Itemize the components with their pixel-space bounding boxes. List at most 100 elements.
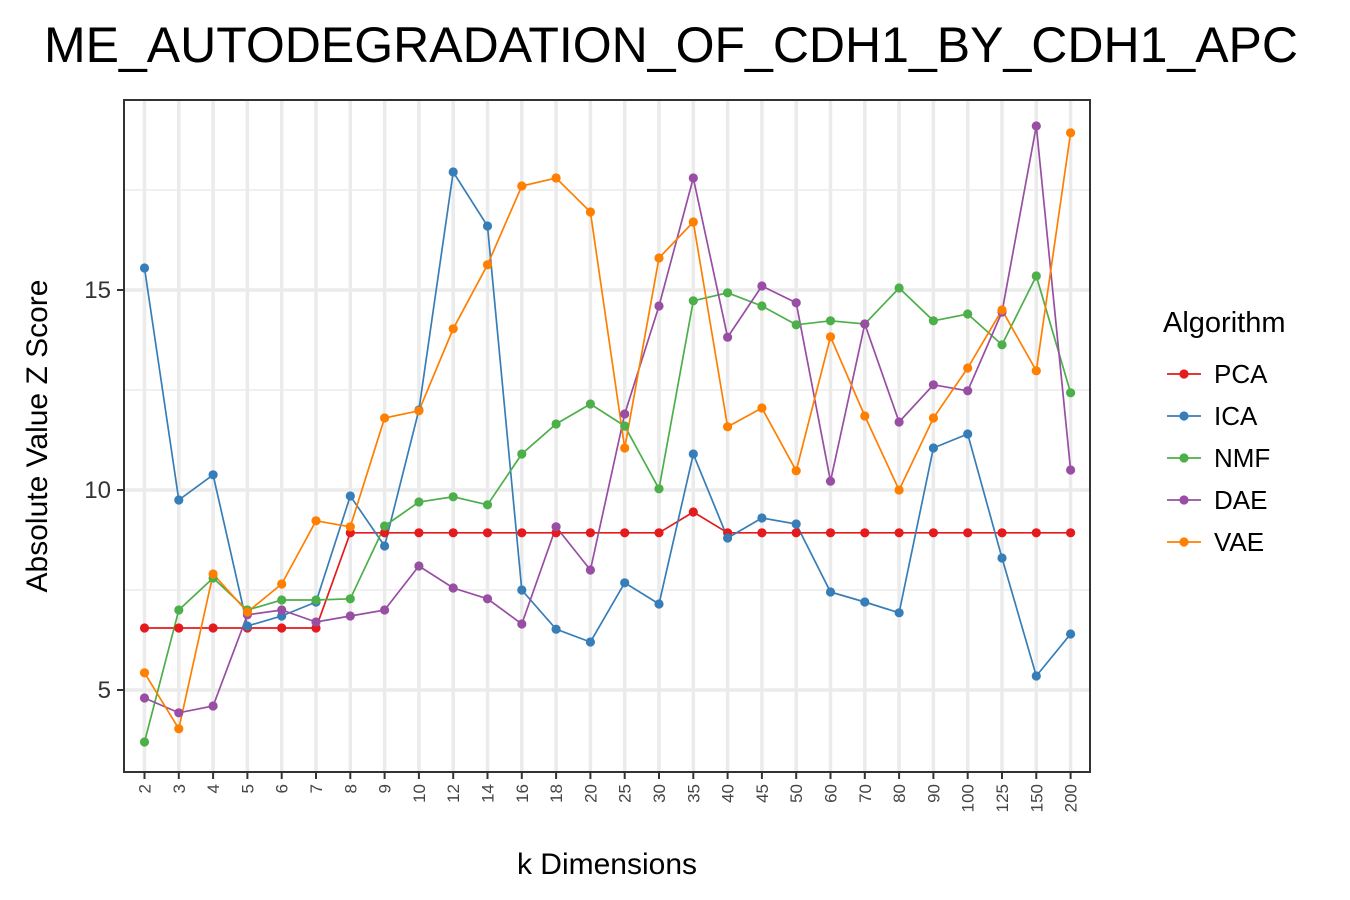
data-point-pca bbox=[757, 528, 767, 538]
data-point-pca bbox=[688, 507, 698, 517]
data-point-vae bbox=[1066, 128, 1076, 138]
data-point-ica bbox=[688, 449, 698, 459]
data-point-ica bbox=[791, 519, 801, 529]
series-line-ica bbox=[143, 169, 1072, 678]
data-point-ica bbox=[860, 597, 870, 607]
data-point-dae bbox=[654, 301, 664, 311]
data-point-vae bbox=[139, 668, 150, 678]
x-tick-label: 200 bbox=[1062, 784, 1081, 812]
legend-key-point-vae bbox=[1179, 537, 1189, 547]
data-point-nmf bbox=[139, 737, 150, 747]
data-point-nmf bbox=[1066, 388, 1076, 398]
data-point-nmf bbox=[551, 419, 561, 429]
data-point-ica bbox=[757, 513, 767, 523]
data-point-nmf bbox=[174, 605, 184, 615]
data-point-vae bbox=[174, 724, 184, 734]
y-axis-label: Absolute Value Z Score bbox=[21, 280, 54, 593]
x-tick-label: 5 bbox=[238, 784, 257, 793]
x-tick-label: 6 bbox=[273, 784, 292, 793]
data-point-nmf bbox=[997, 340, 1007, 350]
data-point-vae bbox=[448, 324, 458, 334]
data-point-vae bbox=[517, 181, 527, 191]
data-point-dae bbox=[585, 565, 596, 575]
data-point-pca bbox=[997, 528, 1007, 538]
data-point-dae bbox=[311, 617, 321, 627]
data-point-nmf bbox=[654, 484, 664, 494]
data-point-nmf bbox=[825, 316, 836, 326]
grid bbox=[124, 100, 1090, 772]
data-point-ica bbox=[242, 621, 252, 631]
data-point-dae bbox=[448, 583, 458, 593]
data-point-nmf bbox=[688, 296, 698, 306]
data-point-nmf bbox=[380, 521, 390, 531]
x-tick-label: 20 bbox=[581, 784, 600, 803]
data-point-dae bbox=[688, 173, 698, 183]
x-tick-label: 30 bbox=[650, 784, 669, 803]
x-tick-label: 100 bbox=[959, 784, 978, 812]
data-point-ica bbox=[1031, 671, 1041, 681]
x-tick-label: 4 bbox=[204, 784, 223, 793]
x-tick-label: 18 bbox=[547, 784, 566, 803]
data-point-nmf bbox=[723, 288, 733, 298]
data-point-pca bbox=[928, 528, 939, 538]
data-point-ica bbox=[825, 587, 836, 597]
x-tick-label: 125 bbox=[993, 784, 1012, 812]
x-tick-label: 3 bbox=[170, 784, 189, 793]
data-point-pca bbox=[1031, 528, 1041, 538]
data-point-vae bbox=[242, 607, 252, 617]
x-tick-label: 35 bbox=[684, 784, 703, 803]
data-point-vae bbox=[997, 305, 1007, 315]
x-tick-label: 7 bbox=[307, 784, 326, 793]
data-point-vae bbox=[688, 217, 698, 227]
data-point-dae bbox=[208, 701, 218, 711]
data-point-vae bbox=[894, 485, 904, 495]
data-point-dae bbox=[791, 298, 801, 308]
data-point-nmf bbox=[414, 497, 424, 507]
data-point-dae bbox=[380, 605, 390, 615]
data-point-nmf bbox=[482, 500, 493, 510]
x-tick-label: 50 bbox=[787, 784, 806, 803]
x-tick-label: 10 bbox=[410, 784, 429, 803]
data-point-vae bbox=[380, 413, 390, 423]
data-point-vae bbox=[963, 363, 973, 373]
data-point-pca bbox=[860, 528, 870, 538]
data-point-pca bbox=[482, 528, 493, 538]
legend-key-point-ica bbox=[1179, 411, 1189, 421]
data-point-vae bbox=[1031, 366, 1041, 376]
data-point-pca bbox=[791, 528, 801, 538]
data-point-dae bbox=[277, 605, 287, 615]
data-point-dae bbox=[620, 409, 630, 419]
data-point-ica bbox=[517, 585, 527, 595]
x-tick-label: 70 bbox=[856, 784, 875, 803]
data-point-nmf bbox=[448, 492, 458, 502]
data-point-vae bbox=[345, 522, 355, 532]
data-point-dae bbox=[414, 561, 424, 571]
data-point-dae bbox=[517, 619, 527, 629]
data-point-dae bbox=[894, 417, 904, 427]
x-tick-label: 8 bbox=[341, 784, 360, 793]
series-line-dae bbox=[144, 125, 1072, 714]
x-tick-label: 150 bbox=[1027, 784, 1046, 812]
legend-label-ica: ICA bbox=[1214, 401, 1258, 431]
x-tick-label: 40 bbox=[719, 784, 738, 803]
x-tick-label: 45 bbox=[753, 784, 772, 803]
data-point-ica bbox=[482, 221, 493, 231]
legend-title: Algorithm bbox=[1163, 307, 1286, 339]
data-point-pca bbox=[277, 623, 287, 633]
data-point-dae bbox=[482, 594, 493, 604]
data-point-vae bbox=[311, 516, 321, 526]
legend-key-point-nmf bbox=[1179, 453, 1189, 463]
data-point-ica bbox=[208, 470, 218, 480]
data-point-pca bbox=[894, 528, 904, 538]
data-point-vae bbox=[654, 253, 664, 263]
data-point-dae bbox=[174, 708, 184, 718]
data-point-pca bbox=[620, 528, 630, 538]
data-point-vae bbox=[620, 443, 630, 453]
data-point-dae bbox=[1066, 465, 1076, 475]
data-point-pca bbox=[825, 528, 836, 538]
data-point-pca bbox=[174, 623, 184, 633]
x-tick-label: 9 bbox=[376, 784, 395, 793]
data-point-ica bbox=[174, 495, 184, 505]
x-tick-label: 2 bbox=[136, 784, 155, 793]
